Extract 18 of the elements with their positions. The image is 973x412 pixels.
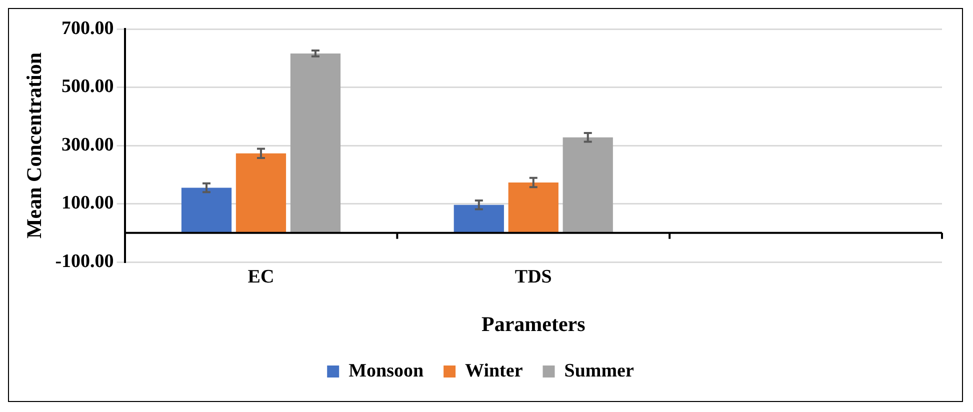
y-tick-label: 500.00 <box>62 76 114 98</box>
bar <box>454 204 504 233</box>
y-tick-label: 700.00 <box>62 18 114 39</box>
y-axis-title: Mean Concentration <box>22 52 46 239</box>
bar <box>562 137 613 233</box>
bar <box>181 188 232 233</box>
x-axis-title: Parameters <box>482 312 586 336</box>
x-tick-label: EC <box>248 266 274 288</box>
bar <box>290 53 341 233</box>
y-tick-label: 100.00 <box>62 192 114 214</box>
y-tick-label: 300.00 <box>62 134 114 156</box>
legend-label: Summer <box>564 360 634 382</box>
legend-label: Monsoon <box>348 360 424 382</box>
bar <box>508 182 558 233</box>
bar <box>236 153 286 233</box>
y-tick-label: -100.00 <box>55 250 114 272</box>
legend-label: Winter <box>465 360 524 382</box>
x-tick-label: TDS <box>514 266 552 288</box>
